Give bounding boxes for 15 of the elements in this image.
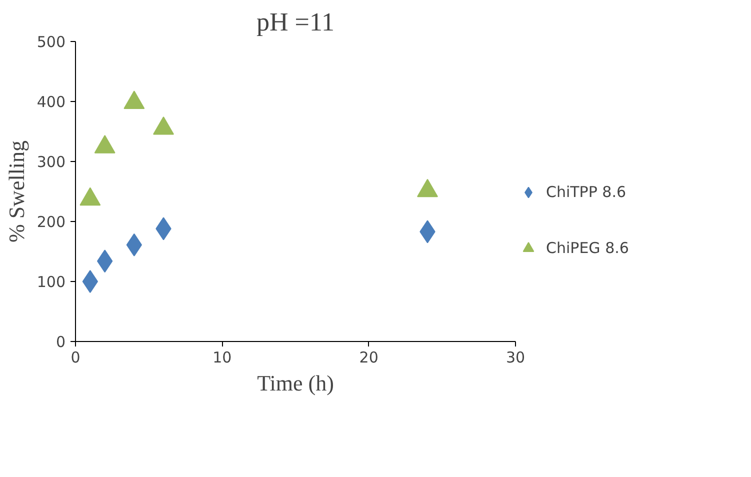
x-tick-label: 10 [212, 348, 232, 366]
x-axis-title: Time (h) [257, 370, 334, 396]
chart-title: pH =11 [256, 8, 334, 36]
y-axis-title: % Swelling [4, 140, 29, 243]
legend-label: ChiTPP 8.6 [546, 183, 626, 201]
y-tick-label: 0 [56, 333, 66, 351]
y-tick-label: 300 [36, 153, 66, 171]
x-tick-label: 30 [506, 348, 526, 366]
x-tick-label: 0 [70, 348, 80, 366]
legend-label: ChiPEG 8.6 [546, 239, 629, 257]
x-tick-label: 20 [359, 348, 378, 366]
y-tick-label: 400 [36, 93, 66, 111]
y-tick-label: 200 [36, 213, 66, 231]
y-tick-label: 100 [36, 273, 66, 291]
y-tick-label: 500 [36, 33, 66, 51]
